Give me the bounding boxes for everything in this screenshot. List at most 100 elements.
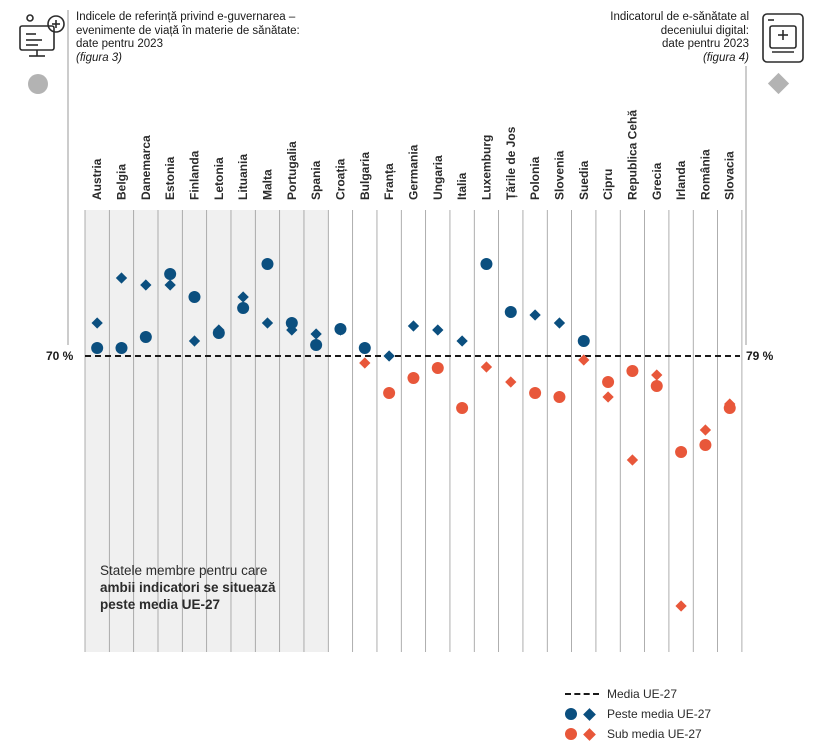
ehealth-diamond-marker [626,454,639,466]
eu-mean-right-label: 79 % [746,349,774,363]
header-right-line3: date pentru 2023 [662,38,749,50]
ehealth-diamond-marker [432,324,444,336]
egov-circle-marker [480,258,493,270]
right-grey-diamond-marker [767,72,790,95]
country-label: Letonia [212,157,226,200]
country-label: Finlanda [187,150,201,200]
country-label: Belgia [114,164,128,200]
header-left: Indicele de referință privind e-guvernar… [76,11,336,65]
header-left-line2: evenimente de viață în materie de sănăta… [76,24,300,37]
ehealth-diamond-marker [602,391,614,403]
country-label: Lituania [236,154,250,200]
country-label: Republica Cehă [625,110,639,200]
country-label: Portugalia [285,141,299,200]
legend-above-label: Peste media UE-27 [607,707,712,721]
ehealth-diamond-marker [188,335,201,347]
egov-circle-marker [237,302,250,314]
egov-circle-marker [91,342,104,354]
egov-circle-marker [164,268,177,280]
country-label: România [698,149,712,200]
header-right-ref: (figura 4) [702,51,749,64]
country-label: Suedia [577,160,591,200]
ehealth-diamond-marker [359,357,371,369]
gridlines [84,210,743,652]
ehealth-diamond-marker [651,369,663,381]
egov-circle-marker [358,342,371,354]
country-label: Ungaria [431,155,445,200]
country-label: Franța [382,163,396,200]
legend-mean: Media UE-27 [565,684,711,704]
header-right-line1: Indicatorul de e-sănătate al [610,11,749,23]
legend-above: Peste media UE-27 [565,704,711,724]
ehealth-diamond-marker [675,600,687,612]
ehealth-diamond-marker [505,376,517,388]
legend: Media UE-27 Peste media UE-27 Sub media … [565,684,711,744]
ehealth-diamond-marker [407,320,420,332]
country-label: Spania [309,160,323,200]
orange-diamond-icon [583,727,596,741]
orange-circle-icon [565,728,577,740]
ehealth-diamond-marker [529,309,541,321]
egov-circle-marker [334,323,347,335]
egov-circle-marker [553,391,566,403]
shaded-region-note: Statele membre pentru care ambii indicat… [100,562,320,613]
egov-circle-marker [577,335,590,347]
legend-mean-label: Media UE-27 [607,687,678,701]
ehealth-diamond-marker [237,291,249,303]
egov-circle-marker [529,387,542,399]
legend-below-label: Sub media UE-27 [607,727,702,741]
ehealth-diamond-marker [383,350,395,362]
egov-circle-marker [675,446,688,458]
country-label: Grecia [650,162,664,200]
egov-circle-marker [602,376,615,388]
note-bold2: peste media UE-27 [100,597,221,612]
country-label: Italia [455,172,469,200]
ehealth-diamond-marker [164,279,176,291]
legend-below: Sub media UE-27 [565,724,711,744]
header-left-line3: date pentru 2023 [76,38,163,50]
egov-circle-marker [504,306,517,318]
egov-circle-marker [383,387,396,399]
country-label: Slovacia [723,151,737,200]
blue-circle-icon [565,708,577,720]
country-label: Malta [260,169,274,200]
left-grey-circle-marker [28,74,48,94]
header-left-ref: (figura 3) [76,51,123,64]
egov-circle-marker [310,339,323,351]
egov-circle-marker [188,291,201,303]
ehealth-diamond-marker [699,424,712,436]
country-label: Slovenia [552,150,566,200]
blue-diamond-icon [583,707,596,721]
ehealth-diamond-marker [553,317,566,329]
country-label: Polonia [528,156,542,200]
egov-circle-marker [212,327,225,339]
data-marks [91,258,736,612]
ehealth-diamond-marker [310,328,322,340]
computer-health-icon [19,14,65,57]
country-label: Bulgaria [358,152,372,200]
header-left-line1: Indicele de referință privind e-guvernar… [76,11,296,23]
header-right-line2: deceniului digital: [660,24,749,37]
country-label: Germania [406,144,420,200]
country-labels: Austria Belgia Danemarca Estonia Finlanda Let… [90,110,737,200]
egov-circle-marker [115,342,128,354]
note-bold1: ambii indicatori se situează [100,580,276,595]
egov-circle-marker [723,402,736,414]
header-right: Indicatorul de e-sănătate al deceniului … [529,11,749,65]
country-label: Cipru [601,169,615,200]
egov-circle-marker [285,317,298,329]
egov-circle-marker [431,362,444,374]
country-label: Irlanda [674,160,688,200]
egov-circle-marker [699,439,712,451]
ehealth-diamond-marker [140,279,152,291]
ehealth-diamond-marker [480,361,493,373]
egov-circle-marker [626,365,639,377]
ehealth-diamond-marker [456,335,468,347]
ehealth-diamond-marker [261,317,274,329]
egov-circle-marker [650,380,663,392]
country-label: Luxemburg [479,135,493,200]
egov-circle-marker [407,372,420,384]
country-label: Austria [90,158,104,200]
country-label: Danemarca [139,135,153,200]
